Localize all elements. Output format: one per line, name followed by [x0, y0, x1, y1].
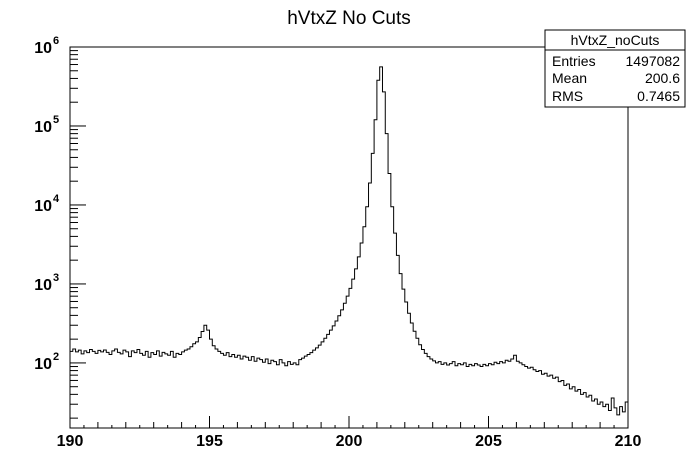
y-tick-exponent: 4 — [53, 193, 60, 205]
y-tick-label: 10 — [34, 356, 52, 373]
y-tick-exponent: 5 — [53, 114, 59, 126]
y-tick-label: 10 — [34, 119, 52, 136]
stats-box-title: hVtxZ_noCuts — [571, 32, 660, 48]
y-tick-label: 10 — [34, 40, 52, 57]
stats-entries-value: 1497082 — [625, 53, 680, 69]
x-tick-label: 210 — [615, 433, 642, 450]
chart-title: hVtxZ No Cuts — [287, 8, 411, 29]
stats-box-frame — [544, 29, 686, 108]
x-tick-label: 205 — [475, 433, 502, 450]
stats-box: hVtxZ_noCuts Entries 1497082 Mean 200.6 … — [544, 29, 686, 108]
plot-frame — [69, 46, 629, 429]
x-tick-label: 195 — [196, 433, 223, 450]
y-tick-exponent: 3 — [53, 272, 59, 284]
histogram-series-line — [69, 66, 629, 428]
stats-mean-label: Mean — [552, 70, 587, 86]
stats-rms-label: RMS — [552, 88, 583, 104]
y-tick-exponent: 2 — [53, 351, 59, 363]
stats-rms-value: 0.7465 — [637, 88, 680, 104]
y-tick-label: 10 — [34, 277, 52, 294]
x-tick-label: 190 — [57, 433, 84, 450]
y-tick-exponent: 6 — [53, 35, 59, 47]
x-tick-label: 200 — [336, 433, 363, 450]
stats-entries-label: Entries — [552, 53, 596, 69]
y-tick-label: 10 — [34, 198, 52, 215]
stats-mean-value: 200.6 — [645, 70, 680, 86]
